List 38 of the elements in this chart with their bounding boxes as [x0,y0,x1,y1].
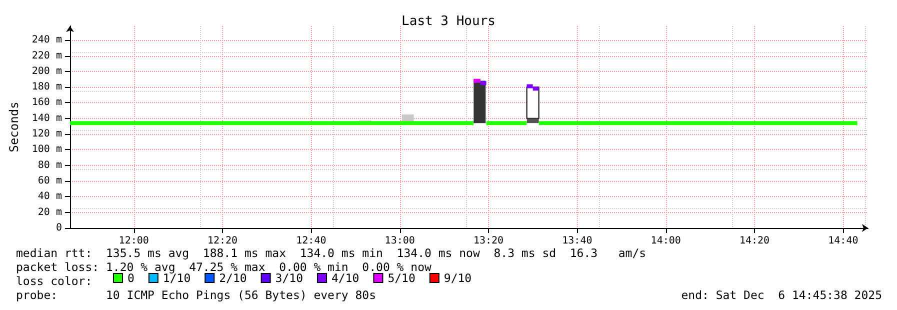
x-tick-label: 12:20 [207,236,238,246]
y-tick-label: 80 m [38,160,62,171]
text: end: Sat Dec 6 14:45:38 2025 [681,288,882,302]
x-tick-label: 12:40 [296,236,326,246]
text: probe: 10 ICMP Echo Pings (56 Bytes) every 80s [16,288,376,302]
x-tick-label: 14:40 [828,236,858,246]
y-tick-label: 200 m [32,66,62,77]
legend-label: 4/10 [332,271,360,285]
bar [526,118,539,124]
legend-label: 2/10 [219,271,247,285]
legend-label: 0 [128,271,134,285]
x-tick-label: 13:20 [473,236,504,246]
y-tick-label: 140 m [32,112,62,124]
y-tick-label: 60 m [38,176,62,187]
x-tick-label: 13:40 [562,236,592,246]
y-tick-label: 160 m [32,97,62,108]
x-tick-label: 12:00 [118,236,149,246]
y-tick-label: 180 m [32,82,62,93]
bar [474,80,486,124]
x-tick-label: 14:00 [650,236,681,246]
x-tick-label: 14:20 [739,236,770,246]
legend-label: 9/10 [444,271,472,285]
x-tick-label: 13:00 [384,236,415,246]
y-axis-title: Seconds [7,102,21,152]
chart-title: Last 3 Hours [402,14,496,29]
text: packet loss: 1.20 % avg 47.25 % max 0.00 % min 0.00 % now [16,260,432,274]
y-tick-label: 0 [56,222,62,234]
y-tick-label: 20 m [38,206,62,218]
y-tick-label: 120 m [32,128,62,140]
bar [526,86,540,119]
y-tick-label: 240 m [32,34,62,46]
y-tick-label: 220 m [32,50,62,62]
legend-label: 3/10 [275,271,304,285]
legend-label: 5/10 [388,271,416,285]
legend-title: loss color: [16,274,92,288]
y-tick-label: 40 m [38,191,62,202]
text: median rtt: 135.5 ms avg 188.1 ms max 134.0 ms min 134.0 ms now 8.3 ms sd 16.3 am/s [16,246,646,260]
y-tick-label: 100 m [32,144,62,156]
